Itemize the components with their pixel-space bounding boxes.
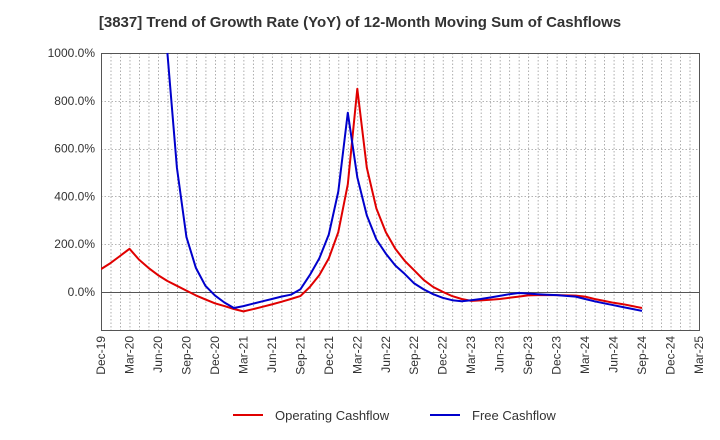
legend-label: Free Cashflow bbox=[472, 408, 556, 423]
x-tick-label: Jun-23 bbox=[493, 336, 507, 373]
x-tick-label: Jun-22 bbox=[379, 336, 393, 373]
y-tick-label: 1000.0% bbox=[48, 46, 96, 60]
x-tick-label: Dec-24 bbox=[664, 336, 678, 375]
x-tick-label: Jun-21 bbox=[265, 336, 279, 373]
x-tick-label: Sep-23 bbox=[521, 336, 535, 375]
x-tick-label: Dec-23 bbox=[550, 336, 564, 375]
plot-frame bbox=[101, 53, 700, 331]
x-tick-label: Sep-22 bbox=[407, 336, 421, 375]
y-tick-label: 400.0% bbox=[54, 189, 95, 203]
x-tick-label: Mar-21 bbox=[236, 336, 250, 374]
x-tick-label: Mar-20 bbox=[122, 336, 136, 374]
y-tick-label: 600.0% bbox=[54, 142, 95, 156]
x-tick-label: Dec-21 bbox=[322, 336, 336, 375]
x-tick-label: Sep-24 bbox=[635, 336, 649, 375]
x-tick-label: Dec-20 bbox=[208, 336, 222, 375]
x-tick-label: Sep-20 bbox=[179, 336, 193, 375]
x-tick-label: Mar-24 bbox=[578, 336, 592, 374]
legend-label: Operating Cashflow bbox=[275, 408, 390, 423]
x-tick-label: Dec-19 bbox=[94, 336, 108, 375]
y-tick-label: 200.0% bbox=[54, 237, 95, 251]
x-tick-label: Dec-22 bbox=[436, 336, 450, 375]
x-tick-label: Jun-24 bbox=[607, 336, 621, 373]
x-tick-label: Mar-25 bbox=[692, 336, 706, 374]
x-tick-label: Jun-20 bbox=[151, 336, 165, 373]
x-tick-label: Mar-22 bbox=[350, 336, 364, 374]
x-tick-label: Sep-21 bbox=[293, 336, 307, 375]
x-tick-label: Mar-23 bbox=[464, 336, 478, 374]
chart-title: [3837] Trend of Growth Rate (YoY) of 12-… bbox=[98, 14, 622, 31]
series-line-free-cashflow bbox=[166, 52, 643, 312]
y-tick-label: 0.0% bbox=[68, 285, 96, 299]
y-tick-label: 800.0% bbox=[54, 94, 95, 108]
